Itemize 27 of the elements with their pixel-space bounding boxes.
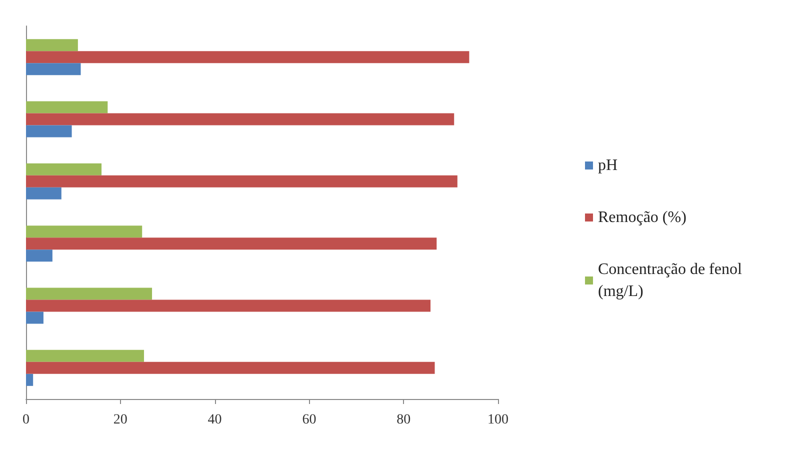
bar: [26, 39, 78, 52]
bar: [26, 113, 454, 126]
bar: [26, 374, 34, 386]
x-tick-label: 60: [302, 412, 316, 428]
x-tick-label: 20: [113, 412, 128, 428]
bar: [26, 63, 81, 76]
bar: [26, 288, 152, 300]
bar: [26, 175, 458, 188]
legend-label: Remoção (%): [598, 209, 686, 226]
x-tick-label: 40: [208, 412, 222, 428]
legend-label: pH: [598, 157, 618, 174]
bar: [26, 312, 44, 324]
x-tick-label: 80: [396, 412, 411, 428]
bar: [26, 238, 437, 250]
bar: [26, 125, 72, 138]
bar: [26, 101, 108, 114]
bar: [26, 250, 52, 262]
bar: [26, 362, 435, 374]
x-tick-label: 100: [488, 412, 508, 428]
legend-label: Concentração de fenol (mg/L): [598, 261, 746, 300]
x-tick-label: 0: [22, 412, 30, 428]
bar: [26, 51, 470, 64]
bar: [26, 300, 431, 312]
bar: [26, 163, 102, 176]
bar: [26, 226, 142, 238]
bar: [26, 350, 144, 362]
bar: [26, 187, 62, 200]
